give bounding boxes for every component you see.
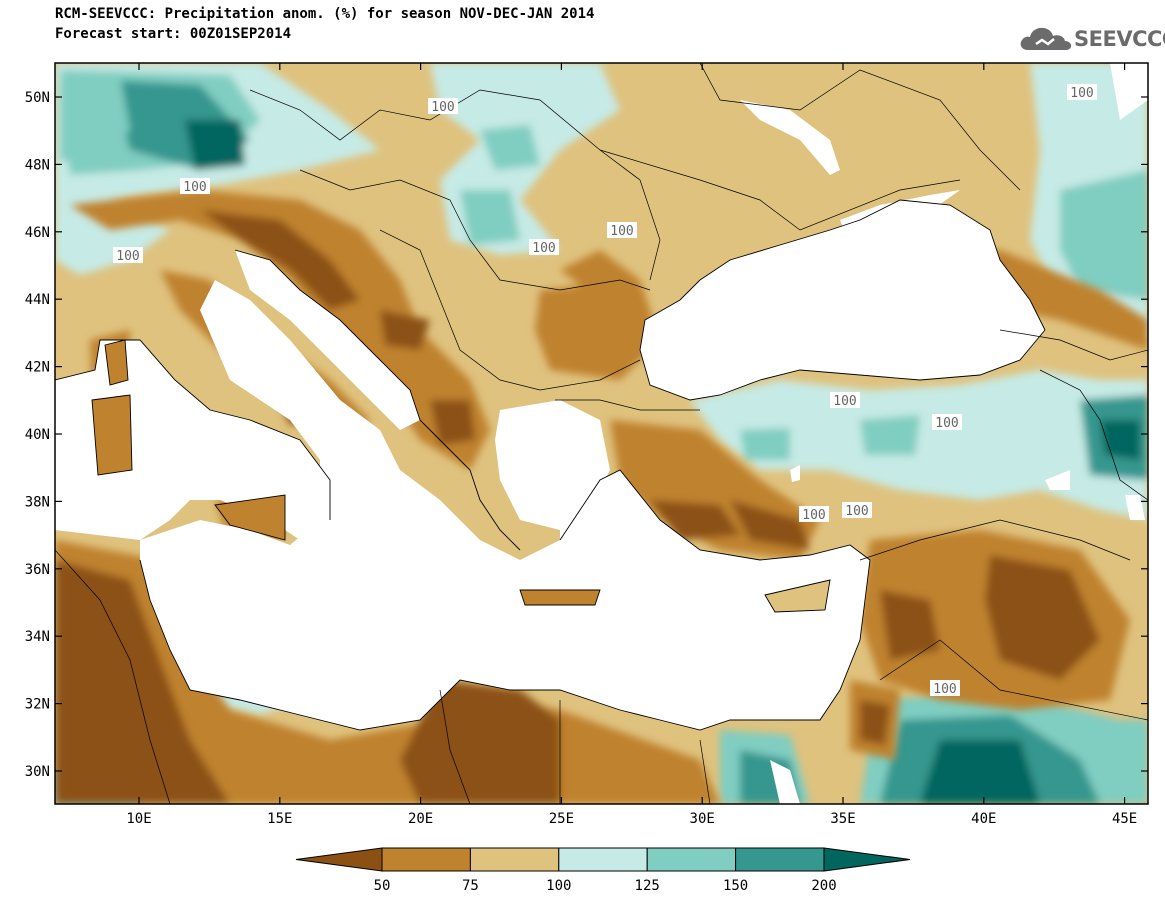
colorbar-label: 75	[462, 878, 479, 894]
colorbar-swatch	[295, 847, 383, 872]
colorbar-label: 125	[635, 878, 660, 894]
contour-label: 100	[183, 180, 206, 195]
lat-tick-label: 30N	[25, 764, 50, 780]
lat-tick-label: 44N	[25, 292, 50, 308]
red-sea	[770, 760, 800, 804]
contour-label: 100	[532, 241, 555, 256]
lat-tick-label: 34N	[25, 629, 50, 645]
dnieper-reservoir	[740, 100, 840, 175]
colorbar-label: 200	[811, 878, 836, 894]
colorbar-swatch	[381, 847, 471, 872]
sea-of-azov	[840, 190, 960, 245]
lat-tick-label: 36N	[25, 562, 50, 578]
colorbar-label: 50	[374, 878, 391, 894]
lat-tick-label: 46N	[25, 225, 50, 241]
colorbar-swatch	[823, 847, 911, 872]
contour-label: 100	[431, 100, 454, 115]
contour-label: 100	[933, 682, 956, 697]
lake-urmia	[1125, 495, 1145, 520]
caspian-sea	[1110, 63, 1148, 120]
corsica	[105, 340, 128, 385]
lat-tick-label: 48N	[25, 157, 50, 173]
crete	[520, 590, 600, 605]
contour-labels: 100 100 100 100 100 100 100 100 100 100 …	[113, 84, 1097, 697]
logo-text: SEEVCCC	[1074, 27, 1165, 51]
contour-label: 100	[802, 508, 825, 523]
coastlines-and-borders	[55, 199, 1046, 731]
sicily	[215, 495, 285, 540]
contour-label: 100	[1070, 86, 1093, 101]
colorbar-swatch	[469, 847, 560, 872]
country-borders	[55, 63, 1148, 804]
colorbar-label: 100	[546, 878, 571, 894]
lat-tick-label: 38N	[25, 494, 50, 510]
contour-label: 100	[833, 394, 856, 409]
longitude-axis: 10E 15E 20E 25E 30E 35E 40E 45E	[126, 63, 1137, 827]
lat-tick-label: 32N	[25, 697, 50, 713]
lon-tick-label: 25E	[549, 811, 574, 827]
lon-tick-label: 40E	[971, 811, 996, 827]
contour-label: 100	[935, 416, 958, 431]
lake-tuz	[790, 465, 800, 482]
lon-tick-label: 45E	[1112, 811, 1137, 827]
lat-tick-label: 50N	[25, 90, 50, 106]
colorbar: 50 75 100 125 150 200	[295, 847, 911, 894]
colorbar-swatch	[735, 847, 825, 872]
islands	[92, 340, 830, 612]
eastern-mediterranean	[140, 280, 870, 730]
aegean-sea	[495, 400, 610, 530]
lat-tick-label: 40N	[25, 427, 50, 443]
cloud-icon	[1020, 27, 1072, 50]
seevccc-logo: SEEVCCC	[1018, 24, 1165, 54]
contour-label: 100	[610, 224, 633, 239]
latitude-axis: 50N 48N 46N 44N 42N 40N 38N 36N 34N 32N 30N	[25, 90, 1148, 780]
sea-areas	[55, 63, 1148, 804]
colorbar-label: 150	[723, 878, 748, 894]
contour-label: 100	[845, 504, 868, 519]
lon-tick-label: 15E	[267, 811, 292, 827]
adriatic-sea	[235, 250, 420, 430]
lake-van	[1045, 470, 1070, 490]
contour-label: 100	[116, 249, 139, 264]
colorbar-swatch	[646, 847, 737, 872]
black-sea	[640, 200, 1045, 400]
forecast-start-label: Forecast start: 00Z01SEP2014	[55, 26, 292, 42]
lat-tick-label: 42N	[25, 360, 50, 376]
lon-tick-label: 35E	[830, 811, 855, 827]
lon-tick-label: 20E	[408, 811, 433, 827]
lon-tick-label: 10E	[126, 811, 151, 827]
sardinia	[92, 395, 132, 475]
cyprus	[765, 580, 830, 612]
colorbar-swatch	[558, 847, 648, 872]
lon-tick-label: 30E	[690, 811, 715, 827]
map-title: RCM-SEEVCCC: Precipitation anom. (%) for…	[55, 6, 595, 22]
mediterranean-sea	[55, 340, 330, 540]
